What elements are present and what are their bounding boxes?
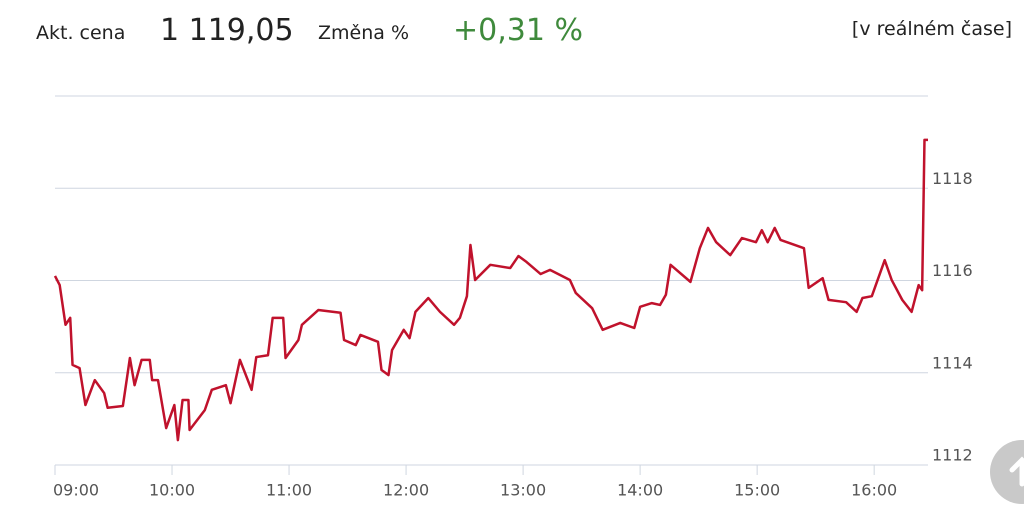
change-label: Změna % [318,22,409,44]
y-tick-label: 1118 [932,169,973,188]
y-tick-label: 1116 [932,261,973,280]
scroll-top-icon [1009,456,1024,487]
x-tick-label: 11:00 [266,481,312,500]
x-tick-label: 16:00 [851,481,897,500]
x-tick-label: 09:00 [53,481,99,500]
x-tick-label: 15:00 [734,481,780,500]
price-label: Akt. cena [36,22,126,44]
y-tick-label: 1112 [932,446,973,465]
price-line [53,138,928,442]
x-tick-label: 12:00 [383,481,429,500]
change: +0,31 % [453,13,583,48]
y-tick-label: 1114 [932,353,973,372]
price: 1 119,05 [160,13,294,48]
x-tick-label: 10:00 [149,481,195,500]
x-tick-label: 14:00 [617,481,663,500]
scroll-top-button[interactable] [990,440,1024,504]
mode-label: [v reálném čase] [851,18,1012,40]
x-tick-label: 13:00 [500,481,546,500]
